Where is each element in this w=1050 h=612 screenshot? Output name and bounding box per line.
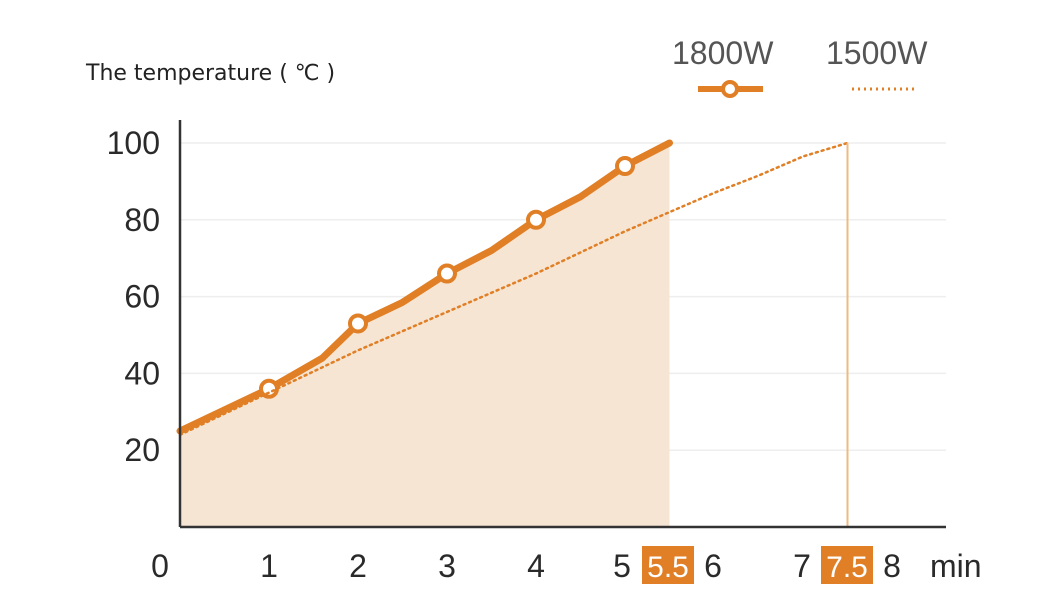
data-point-1800w-2 bbox=[348, 313, 368, 334]
legend-marker-1800w bbox=[721, 80, 739, 98]
data-point-1800w-3 bbox=[437, 263, 457, 284]
x-tick-labels: 0 1 2 3 4 5 6 7 8 5.5 7.5 bbox=[151, 546, 901, 584]
y-tick-labels: 20 40 60 80 100 bbox=[107, 125, 160, 468]
axes bbox=[178, 120, 946, 529]
series-lines-layer bbox=[176, 139, 849, 527]
x-tick-label-7: 7 bbox=[793, 548, 811, 584]
legend-label-1800w: 1800W bbox=[672, 35, 774, 71]
x-tick-label-3: 3 bbox=[438, 548, 456, 584]
x-tick-label-8: 8 bbox=[883, 548, 901, 584]
x-tick-label-5: 5 bbox=[613, 548, 631, 584]
data-point-1800w-4 bbox=[526, 209, 546, 230]
x-tick-label-1: 1 bbox=[260, 548, 278, 584]
highlight-badge-5.5 bbox=[642, 546, 694, 584]
y-tick-label-40: 40 bbox=[124, 355, 160, 391]
data-point-1800w-5 bbox=[615, 156, 635, 177]
highlight-badge-7.5 bbox=[821, 546, 873, 584]
x-axis-label: min bbox=[930, 548, 982, 584]
y-tick-label-60: 60 bbox=[124, 279, 160, 315]
series-line-1500w bbox=[178, 141, 849, 437]
y-tick-label-80: 80 bbox=[124, 202, 160, 238]
y-tick-label-100: 100 bbox=[107, 125, 160, 161]
highlight-badge-label-7.5: 7.5 bbox=[826, 551, 868, 584]
area-fill-1800w bbox=[180, 143, 670, 527]
x-tick-label-0: 0 bbox=[151, 548, 169, 584]
legend: 1800W 1500W bbox=[672, 35, 928, 98]
x-tick-label-2: 2 bbox=[349, 548, 367, 584]
y-tick-label-20: 20 bbox=[124, 432, 160, 468]
y-axis-label: The temperature ( ℃ ) bbox=[85, 61, 335, 86]
highlight-badge-label-5.5: 5.5 bbox=[647, 551, 689, 584]
x-tick-label-6: 6 bbox=[704, 548, 722, 584]
x-tick-label-4: 4 bbox=[527, 548, 545, 584]
legend-label-1500w: 1500W bbox=[826, 35, 928, 71]
area-fill-layer bbox=[180, 143, 670, 527]
